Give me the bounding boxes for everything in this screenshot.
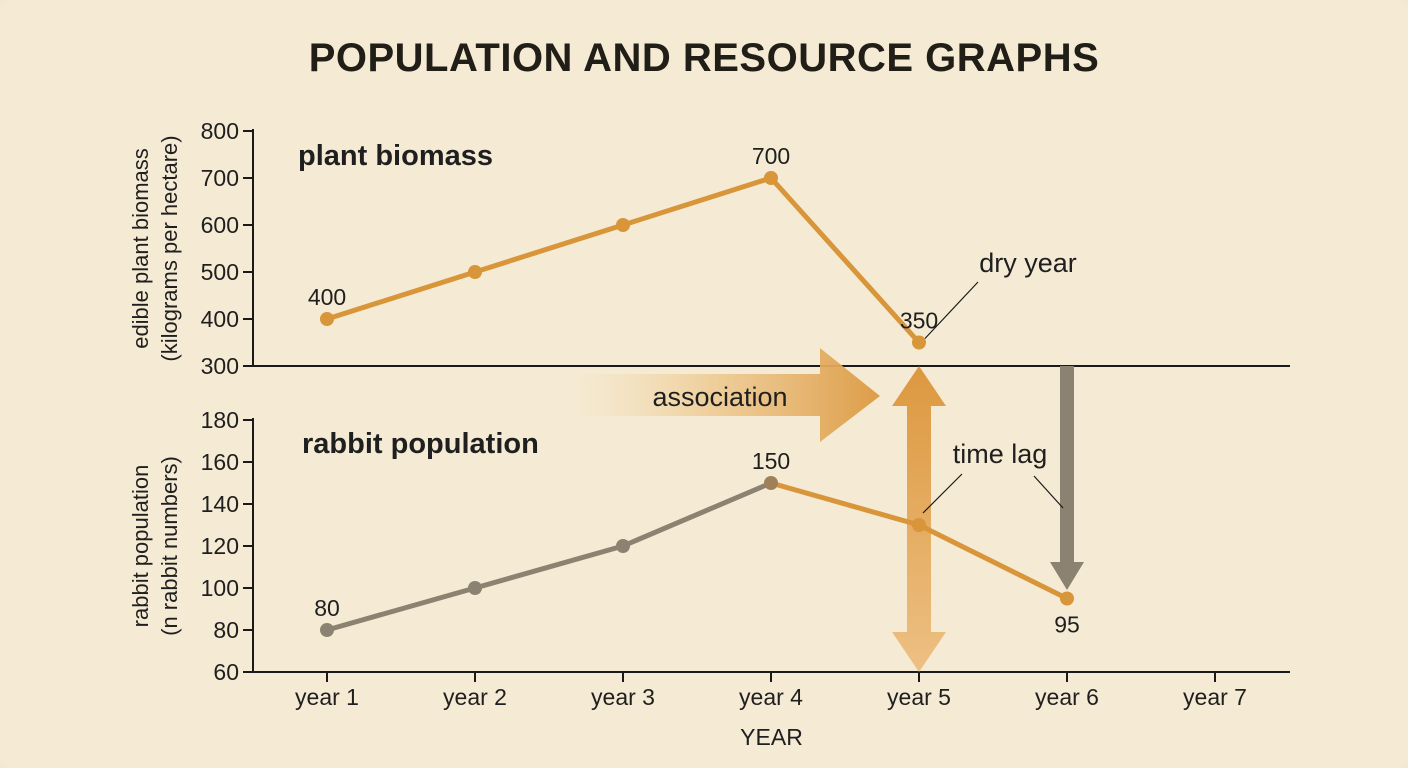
chart-title: POPULATION AND RESOURCE GRAPHS — [308, 36, 1100, 80]
association-arrow — [570, 348, 880, 442]
rabbit-population-point — [912, 518, 926, 532]
rabbit-population-line-rise — [326, 480, 772, 633]
x-tick-label: year 7 — [1183, 684, 1247, 710]
plant-biomass-point — [616, 218, 630, 232]
plant-data-label: 400 — [308, 284, 346, 310]
bottom-y-tick-label: 120 — [201, 533, 239, 559]
x-tick-label: year 5 — [887, 684, 951, 710]
top-y-tick-label: 400 — [201, 306, 239, 332]
plant-biomass-point — [764, 171, 778, 185]
top-y-tick-label: 800 — [201, 118, 239, 144]
bottom-panel-title: rabbit population — [302, 428, 539, 460]
time-lag-decline-leader-line — [1033, 475, 1064, 509]
plant-biomass-point — [912, 335, 926, 350]
decline-arrow — [1050, 366, 1084, 590]
x-axis-title: YEAR — [740, 724, 803, 750]
rabbit-data-label: 150 — [752, 448, 790, 474]
bottom-y-tick-label: 80 — [213, 617, 239, 643]
x-tick-label: year 2 — [443, 684, 507, 710]
plant-data-label: 700 — [752, 143, 790, 169]
top-y-axis-title: (kilograms per hectare) — [157, 135, 182, 361]
top-y-tick-label: 500 — [201, 259, 239, 285]
top-panel-title: plant biomass — [298, 140, 493, 172]
bottom-y-axis-title: (n rabbit numbers) — [157, 456, 182, 636]
x-tick-label: year 3 — [591, 684, 655, 710]
rabbit-data-label: 80 — [314, 595, 340, 621]
plant-biomass-point — [320, 312, 334, 326]
bottom-y-tick-label: 180 — [201, 407, 239, 433]
rabbit-population-point — [468, 581, 482, 595]
bottom-y-tick-label: 60 — [213, 659, 239, 685]
plant-data-label: 350 — [900, 308, 938, 334]
rabbit-population-point — [764, 476, 778, 490]
bottom-y-tick-label: 140 — [201, 491, 239, 517]
plant-biomass-line — [326, 175, 921, 345]
bottom-y-axis-title: rabbit population — [128, 465, 153, 628]
plant-biomass-point — [468, 265, 482, 279]
bottom-y-tick-label: 160 — [201, 449, 239, 475]
time-lag-label: time lag — [953, 439, 1048, 469]
top-y-tick-label: 300 — [201, 353, 239, 379]
dry-year-leader-line — [924, 281, 979, 339]
rabbit-population-point — [320, 623, 334, 637]
association-label: association — [652, 382, 787, 412]
rabbit-population-point — [1060, 591, 1074, 606]
x-tick-label: year 6 — [1035, 684, 1099, 710]
top-y-axis-title: edible plant biomass — [128, 148, 153, 349]
rabbit-population-point — [616, 539, 630, 553]
top-y-tick-label: 600 — [201, 212, 239, 238]
rabbit-data-label: 95 — [1054, 612, 1080, 638]
x-tick-label: year 1 — [295, 684, 359, 710]
bottom-y-tick-label: 100 — [201, 575, 239, 601]
x-tick-label: year 4 — [739, 684, 803, 710]
top-y-tick-label: 700 — [201, 165, 239, 191]
time-lag-leader-line — [922, 473, 963, 514]
dry-year-label: dry year — [979, 248, 1077, 278]
